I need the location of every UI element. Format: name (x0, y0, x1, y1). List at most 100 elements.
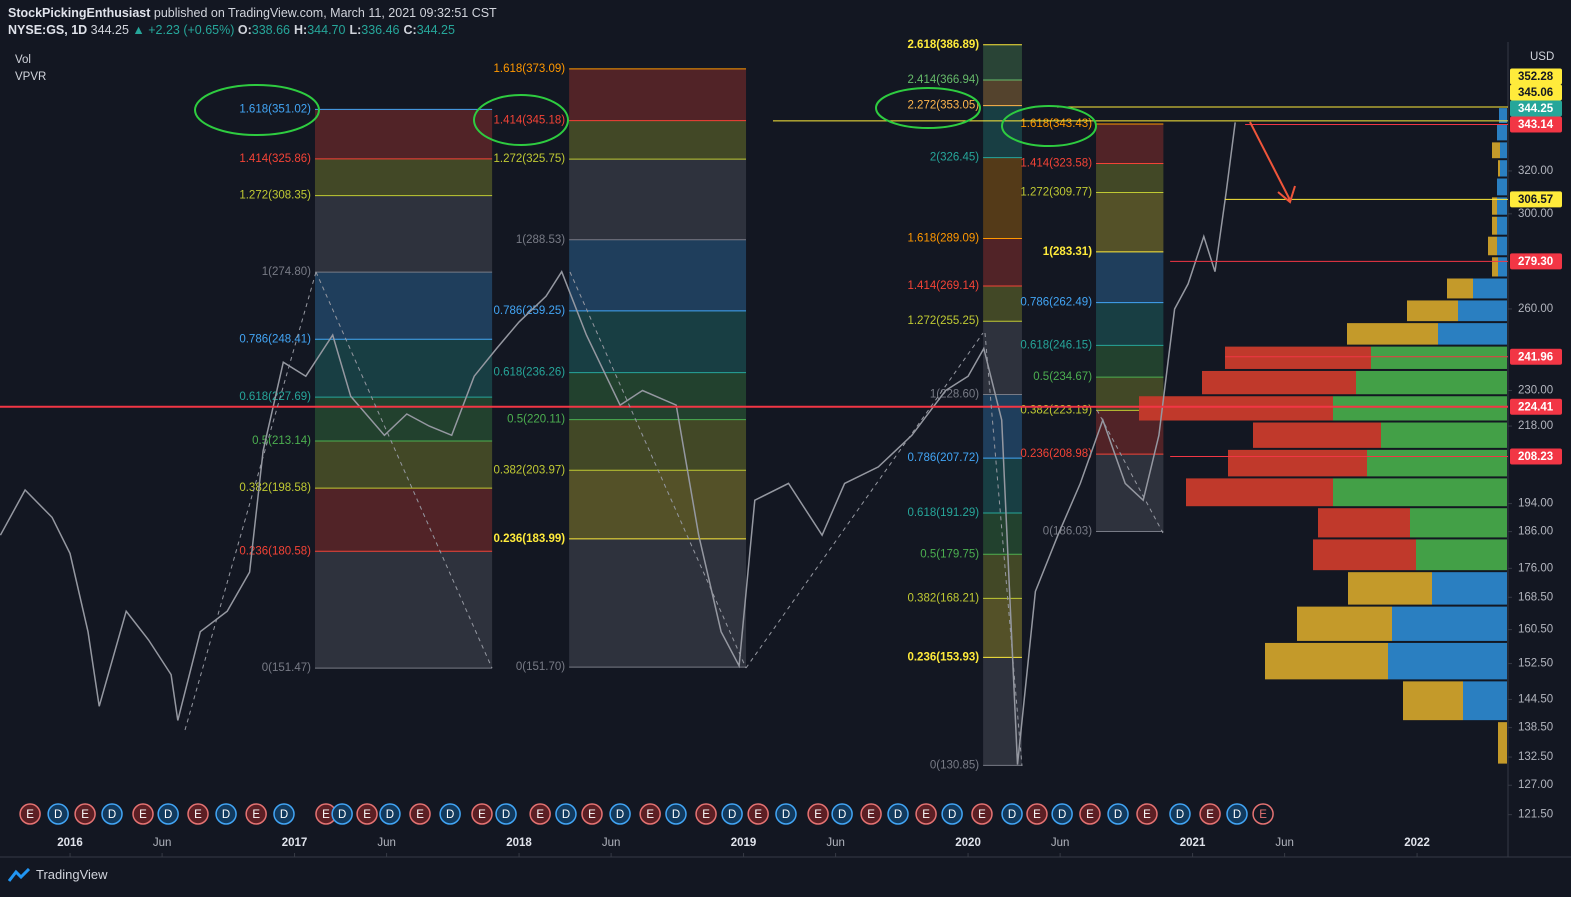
fib-band (569, 372, 747, 420)
event-marker (187, 803, 209, 825)
fib-level-label: 1(288.53) (516, 234, 565, 246)
event-label: E (416, 809, 424, 821)
price: 344.25 (90, 23, 129, 37)
x-tick-label: Jun (377, 837, 396, 849)
x-tick-label: Jun (153, 837, 172, 849)
event-marker (19, 803, 41, 825)
ohlc-value: 338.66 (251, 23, 291, 37)
event-label: E (26, 809, 34, 821)
fib-level-label: 2(326.45) (930, 152, 979, 164)
x-tick-label: 2016 (57, 837, 83, 849)
price-badge (1510, 253, 1562, 270)
fib-level-label: 0.618(191.29) (907, 507, 979, 519)
event-label: E (1033, 809, 1041, 821)
fib-band (1096, 123, 1164, 164)
event-label: E (646, 809, 654, 821)
fib-level-label: 1.618(373.09) (493, 63, 565, 75)
fib-level-label: 1.414(323.58) (1020, 158, 1092, 170)
x-tick-label: Jun (826, 837, 845, 849)
published: published on TradingView.com, March 11, … (153, 6, 497, 20)
fib-band (569, 68, 747, 121)
vp-up-bar (1356, 370, 1507, 395)
highlight-ellipse (194, 84, 320, 136)
y-tick-label: 186.00 (1518, 526, 1553, 538)
y-tick-label: 300.00 (1518, 208, 1553, 220)
event-marker (1226, 803, 1248, 825)
event-marker (245, 803, 267, 825)
vp-down-bar (1318, 508, 1410, 538)
vp-down-bar (1297, 606, 1392, 641)
vp-up-bar (1438, 323, 1507, 345)
event-marker (379, 803, 401, 825)
vp-down-bar (1228, 449, 1367, 477)
header: StockPickingEnthusiast published on Trad… (8, 5, 497, 39)
fib-level-label: 0(130.85) (930, 759, 979, 771)
event-label: D (54, 809, 62, 821)
fib-band (983, 157, 1022, 239)
publish-line: StockPickingEnthusiast published on Trad… (8, 5, 497, 22)
event-label: D (446, 809, 454, 821)
event-marker (409, 803, 431, 825)
event-label: E (322, 809, 330, 821)
event-marker (47, 803, 69, 825)
fib-level-label: 1.618(289.09) (907, 232, 979, 244)
y-tick-label: 138.50 (1518, 722, 1553, 734)
fib-level-label: 1.618(351.02) (239, 103, 311, 115)
vp-down-bar (1492, 216, 1497, 235)
vp-down-bar (1403, 681, 1463, 721)
fib-level-label: 0.236(153.93) (907, 651, 979, 663)
fib-level-label: 1.414(345.18) (493, 115, 565, 127)
vp-up-bar (1410, 508, 1507, 538)
fib-level-label: 0.382(168.21) (907, 592, 979, 604)
event-marker (74, 803, 96, 825)
annotations (194, 84, 1097, 147)
event-marker (439, 803, 461, 825)
brand: TradingView (36, 867, 108, 882)
y-tick-label: 121.50 (1518, 809, 1553, 821)
price-badge-label: 224.41 (1518, 401, 1554, 413)
price-badge-label: 208.23 (1518, 451, 1553, 463)
price-badge (1510, 116, 1562, 133)
price-badge-label: 343.14 (1518, 119, 1554, 131)
fib-level-label: 0.618(236.26) (493, 367, 565, 379)
price-badge-label: 279.30 (1518, 256, 1553, 268)
vp-down-bar (1348, 572, 1432, 605)
y-tick-label: 144.50 (1518, 693, 1553, 705)
fib-band (569, 538, 747, 668)
vp-up-bar (1388, 642, 1507, 680)
symbol-line: NYSE:GS, 1D 344.25 ▲ +2.23 (+0.65%) O:33… (8, 22, 497, 39)
vp-up-bar (1497, 178, 1507, 196)
arrow (1249, 121, 1296, 204)
event-label: E (478, 809, 486, 821)
fib-level-label: 1.414(325.86) (239, 153, 311, 165)
y-tick-label: 230.00 (1518, 384, 1553, 396)
y-tick-label: 260.00 (1518, 303, 1553, 315)
anchor-line (315, 271, 493, 669)
fib-level-label: 1(283.31) (1043, 246, 1092, 258)
vp-up-bar (1463, 681, 1507, 721)
fib-level-label: 0(186.03) (1043, 526, 1092, 538)
logo (8, 867, 30, 882)
event-label: D (672, 809, 680, 821)
fib-band (983, 458, 1022, 513)
fib-band (314, 397, 493, 442)
fib-level-label: 0.236(183.99) (493, 533, 565, 545)
event-marker (529, 803, 551, 825)
fib-layer: 1.618(351.02) 1.414(325.86) 1.272(308.35) 1… (239, 39, 1164, 771)
fib-level-label: 2.272(353.05) (907, 100, 979, 112)
vp-down-bar (1492, 257, 1498, 277)
vp-up-bar (1416, 539, 1507, 571)
fib-band (569, 120, 747, 160)
event-label: D (502, 809, 510, 821)
fib-band (983, 238, 1022, 286)
event-marker (555, 803, 577, 825)
event-label: E (978, 809, 986, 821)
price-badge (1510, 448, 1562, 465)
event-marker (941, 803, 963, 825)
event-marker (331, 803, 353, 825)
ohlc-key: H: (294, 23, 308, 37)
fib-level-label: 0.236(208.98) (1020, 448, 1092, 460)
y-tick-label: 152.50 (1518, 658, 1553, 670)
event-label: E (1143, 809, 1151, 821)
